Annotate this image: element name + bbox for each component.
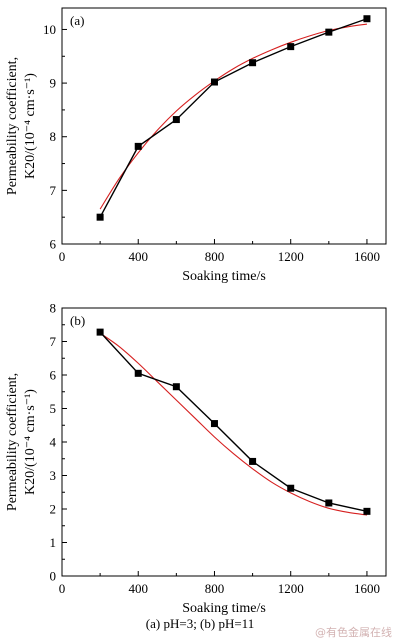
x-tick-label: 0 — [59, 249, 66, 264]
data-point-marker — [134, 369, 142, 377]
x-tick-label: 1600 — [354, 581, 380, 596]
data-point-marker — [172, 116, 180, 124]
x-tick-label: 1200 — [278, 249, 304, 264]
data-point-marker — [210, 420, 218, 428]
data-line — [99, 331, 368, 513]
x-axis-label: Soaking time/s — [182, 601, 266, 616]
y-axis-label-line2: K20/(10⁻⁴ cm·s⁻¹) — [23, 73, 38, 179]
data-point-marker — [363, 15, 371, 23]
y-tick-label: 6 — [50, 237, 57, 252]
watermark: @有色金属在线 — [315, 626, 392, 639]
x-tick-label: 400 — [128, 581, 148, 596]
y-tick-label: 6 — [50, 368, 57, 383]
data-point-marker — [96, 328, 104, 336]
y-axis-label-line1: Permeability coefficient, — [5, 57, 20, 195]
data-point-marker — [287, 43, 295, 51]
x-tick-label: 800 — [205, 249, 225, 264]
x-tick-label: 0 — [59, 581, 66, 596]
panel-label: (a) — [70, 13, 84, 28]
chart-panel-a: 0 400 800 1200 1600 6 7 8 9 10 Soaking time/s Perme… — [5, 7, 387, 284]
fit-curve — [99, 332, 368, 516]
x-tick-label: 800 — [205, 581, 225, 596]
data-point-marker — [249, 59, 257, 67]
data-point-marker — [325, 499, 333, 507]
x-tick-label: 1600 — [354, 249, 380, 264]
y-tick-label: 2 — [50, 502, 57, 517]
y-axis-label-line1: Permeability coefficient, — [5, 373, 20, 511]
y-tick-label: 0 — [50, 569, 57, 584]
data-point-marker — [210, 78, 218, 86]
y-tick-label: 1 — [50, 535, 57, 550]
y-axis-label-line2: K20/(10⁻⁴ cm·s⁻¹) — [23, 389, 38, 495]
y-tick-label: 3 — [50, 468, 57, 483]
figure-caption: (a) pH=3; (b) pH=11 — [145, 616, 255, 631]
data-point-marker — [96, 213, 104, 221]
data-point-marker — [363, 507, 371, 515]
data-point-marker — [325, 28, 333, 36]
x-axis-label: Soaking time/s — [182, 269, 266, 284]
plot-frame — [61, 307, 387, 577]
y-tick-label: 7 — [50, 334, 57, 349]
data-point-marker — [172, 383, 180, 391]
y-tick-label: 8 — [50, 129, 57, 144]
data-line — [99, 18, 368, 218]
y-tick-label: 10 — [43, 22, 56, 37]
chart-panel-b: 0 400 800 1200 1600 0 1 2 3 4 5 6 7 8 Soaking time/s Pe… — [5, 301, 387, 616]
y-tick-label: 5 — [50, 401, 57, 416]
data-point-marker — [287, 484, 295, 492]
y-tick-label: 4 — [50, 435, 57, 450]
fit-curve — [99, 23, 368, 210]
y-tick-label: 7 — [50, 183, 57, 198]
x-tick-label: 400 — [128, 249, 148, 264]
data-point-marker — [134, 142, 142, 150]
data-point-marker — [249, 457, 257, 465]
plot-frame — [61, 7, 387, 245]
x-tick-label: 1200 — [278, 581, 304, 596]
y-tick-label: 9 — [50, 76, 57, 91]
y-tick-label: 8 — [50, 301, 57, 316]
panel-label: (b) — [70, 313, 85, 328]
